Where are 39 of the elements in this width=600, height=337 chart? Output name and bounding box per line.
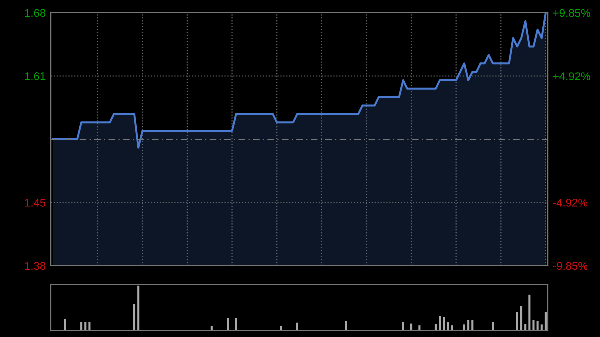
- bar: [84, 322, 87, 331]
- bar: [532, 320, 535, 331]
- bar: [280, 326, 282, 331]
- bar: [536, 321, 539, 331]
- bar: [520, 306, 523, 331]
- bar: [528, 294, 531, 331]
- bar: [296, 322, 298, 331]
- y-tick-label: 1.61: [25, 72, 46, 80]
- bar: [516, 312, 518, 331]
- bar: [402, 322, 404, 331]
- bar: [472, 320, 474, 331]
- bar: [463, 324, 466, 331]
- y2-tick-label: +4.92%: [553, 72, 590, 80]
- bar: [235, 318, 238, 331]
- bar: [443, 317, 446, 331]
- y2-tick-label: -9.85%: [553, 262, 588, 270]
- bar: [439, 316, 442, 331]
- y2-tick-label: +9.85%: [553, 9, 590, 18]
- bar: [88, 322, 91, 331]
- bar: [345, 321, 348, 331]
- y-tick-label: 1.45: [25, 199, 46, 207]
- bar: [210, 326, 213, 331]
- bar: [544, 312, 547, 331]
- bar: [524, 324, 527, 331]
- bar: [133, 304, 136, 331]
- y-tick-label: 1.38: [25, 262, 46, 270]
- bar: [451, 326, 454, 331]
- bar: [227, 318, 230, 331]
- bar: [80, 322, 83, 331]
- y-tick-label: 1.68: [25, 9, 46, 18]
- bar: [540, 324, 543, 331]
- bar: [447, 322, 450, 331]
- y2-tick-label: -4.92%: [553, 198, 588, 207]
- bar: [418, 326, 421, 331]
- bar: [468, 320, 470, 331]
- bar: [64, 319, 66, 331]
- bar: [434, 324, 437, 331]
- bar: [138, 286, 140, 331]
- bar: [492, 322, 494, 331]
